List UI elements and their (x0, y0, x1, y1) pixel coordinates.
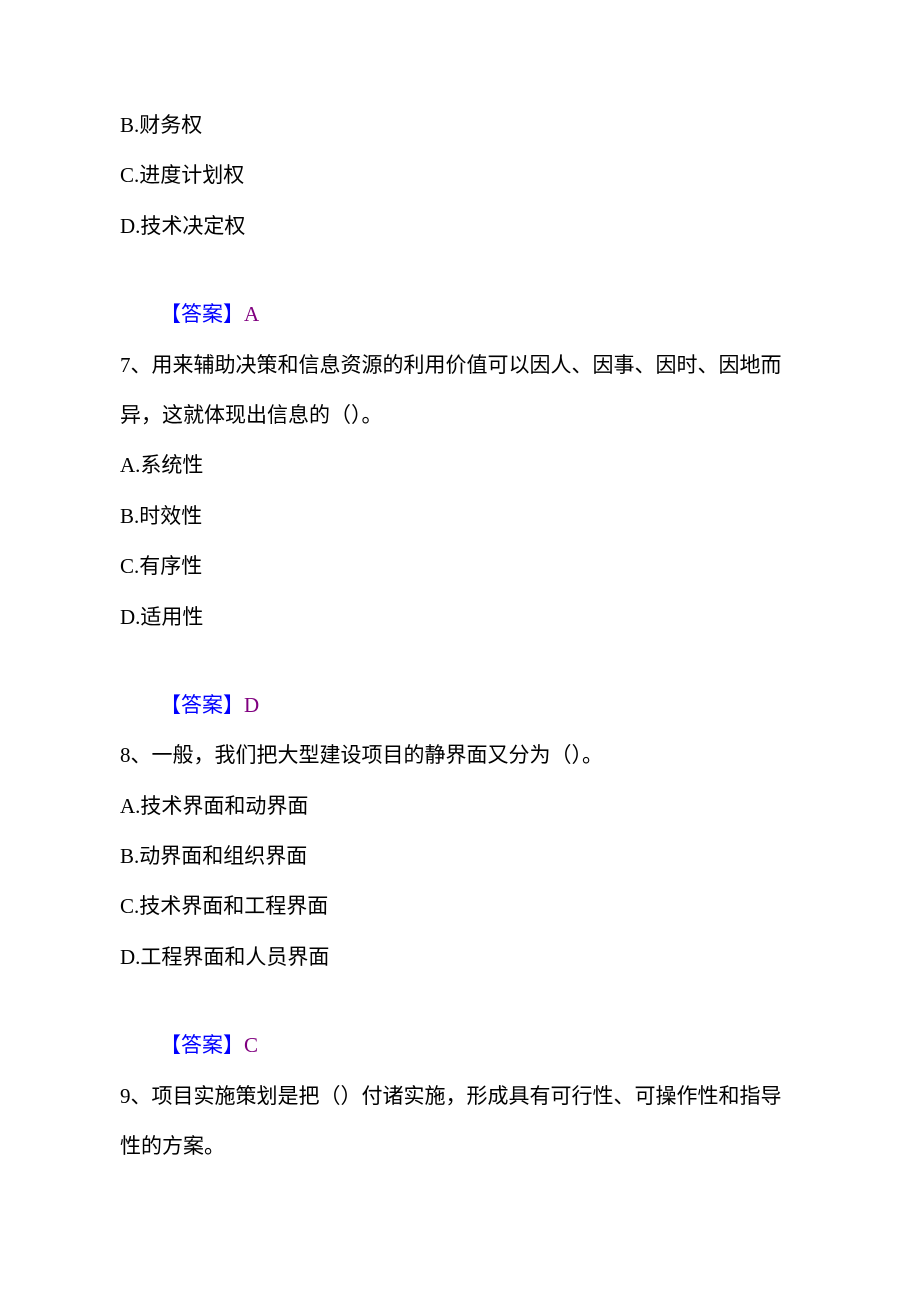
answer-6: 【答案】A (120, 289, 800, 339)
q8-stem: 8、一般，我们把大型建设项目的静界面又分为（）。 (120, 730, 800, 780)
q7-option-c: C.有序性 (120, 541, 800, 591)
answer-6-value: A (244, 302, 259, 326)
answer-7-value: D (244, 693, 259, 717)
q8-option-a: A.技术界面和动界面 (120, 781, 800, 831)
q7-option-d: D.适用性 (120, 592, 800, 642)
document-body: B.财务权 C.进度计划权 D.技术决定权 【答案】A 7、用来辅助决策和信息资… (120, 100, 800, 1171)
answer-8-label: 【答案】 (160, 1033, 244, 1057)
q7-option-a: A.系统性 (120, 440, 800, 490)
answer-6-label: 【答案】 (160, 302, 244, 326)
q7-stem: 7、用来辅助决策和信息资源的利用价值可以因人、因事、因时、因地而异，这就体现出信… (120, 340, 800, 441)
answer-8-value: C (244, 1033, 258, 1057)
q8-option-b: B.动界面和组织界面 (120, 831, 800, 881)
q8-option-d: D.工程界面和人员界面 (120, 932, 800, 982)
q8-option-c: C.技术界面和工程界面 (120, 881, 800, 931)
q7-option-b: B.时效性 (120, 491, 800, 541)
q6-option-d: D.技术决定权 (120, 201, 800, 251)
answer-7-label: 【答案】 (160, 693, 244, 717)
answer-8: 【答案】C (120, 1020, 800, 1070)
q6-option-c: C.进度计划权 (120, 150, 800, 200)
q9-stem: 9、项目实施策划是把（）付诸实施，形成具有可行性、可操作性和指导性的方案。 (120, 1071, 800, 1172)
answer-7: 【答案】D (120, 680, 800, 730)
q6-option-b: B.财务权 (120, 100, 800, 150)
